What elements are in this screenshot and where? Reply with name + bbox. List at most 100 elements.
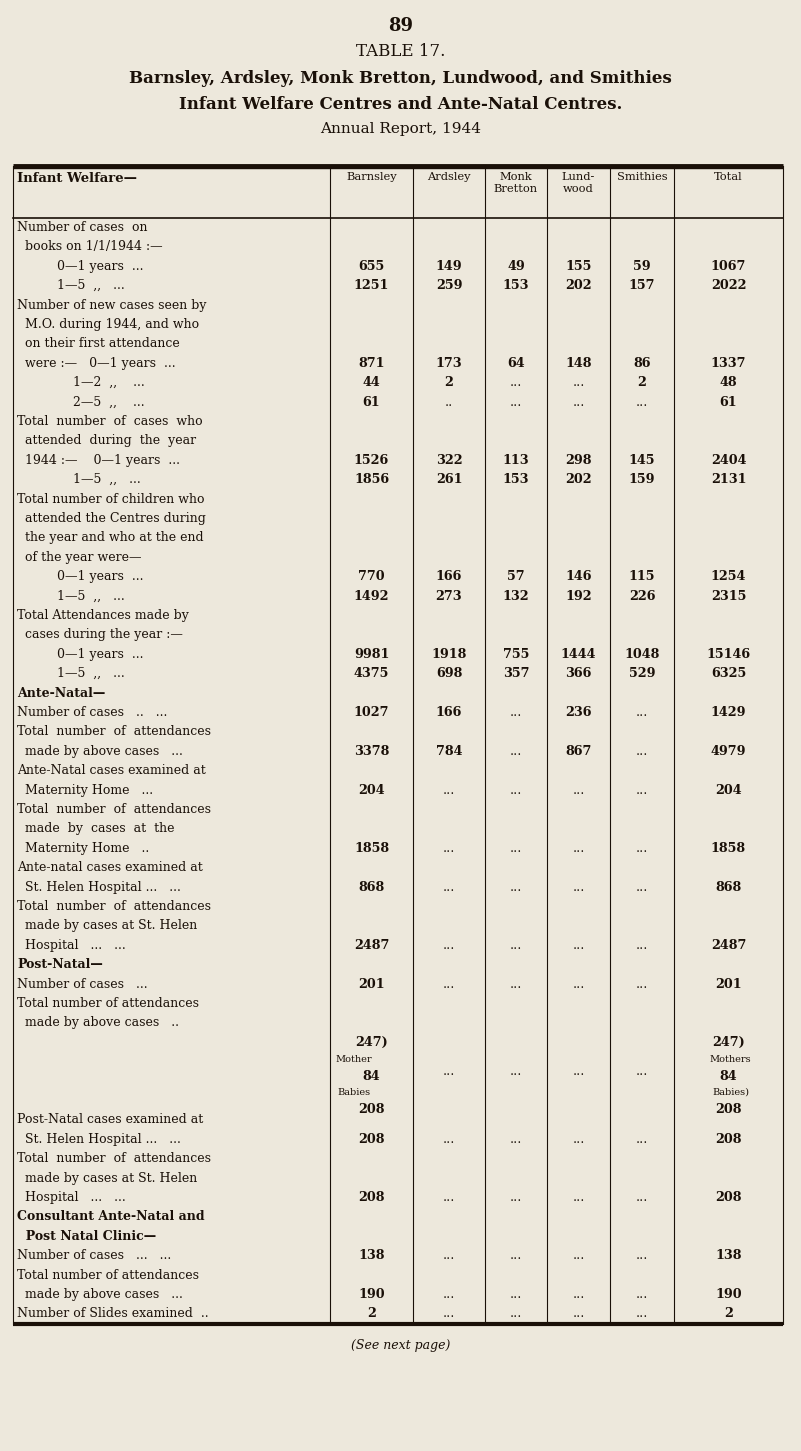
Text: ...: ...: [636, 1133, 648, 1146]
Text: 1492: 1492: [354, 589, 389, 602]
Text: ...: ...: [572, 1249, 585, 1262]
Text: 2315: 2315: [710, 589, 747, 602]
Text: Lund-
wood: Lund- wood: [562, 173, 595, 194]
Text: 868: 868: [358, 881, 384, 894]
Text: Total: Total: [714, 173, 743, 181]
Text: 190: 190: [358, 1288, 384, 1302]
Text: 247): 247): [355, 1036, 388, 1049]
Text: 871: 871: [358, 357, 384, 370]
Text: ...: ...: [509, 842, 522, 855]
Text: 2022: 2022: [710, 279, 747, 292]
Text: Smithies: Smithies: [617, 173, 667, 181]
Text: 322: 322: [436, 454, 462, 467]
Text: ...: ...: [443, 842, 455, 855]
Text: made by above cases   ..: made by above cases ..: [17, 1016, 179, 1029]
Text: cases during the year :—: cases during the year :—: [17, 628, 183, 641]
Text: 64: 64: [507, 357, 525, 370]
Text: 208: 208: [358, 1103, 384, 1116]
Text: Ante-Natal cases examined at: Ante-Natal cases examined at: [17, 765, 206, 778]
Text: ...: ...: [572, 1133, 585, 1146]
Text: 1918: 1918: [431, 647, 467, 660]
Text: 247): 247): [712, 1036, 745, 1049]
Text: Total Attendances made by: Total Attendances made by: [17, 609, 189, 622]
Text: Hospital   ...   ...: Hospital ... ...: [17, 939, 126, 952]
Text: ...: ...: [572, 376, 585, 389]
Text: 166: 166: [436, 707, 462, 720]
Text: (See next page): (See next page): [351, 1339, 450, 1352]
Text: 1027: 1027: [354, 707, 389, 720]
Text: ...: ...: [443, 1288, 455, 1302]
Text: Post-Natal cases examined at: Post-Natal cases examined at: [17, 1113, 203, 1126]
Text: ...: ...: [572, 881, 585, 894]
Text: Total number of attendances: Total number of attendances: [17, 997, 199, 1010]
Text: Number of cases  on: Number of cases on: [17, 221, 147, 234]
Text: 84: 84: [719, 1071, 737, 1084]
Text: 89: 89: [388, 17, 413, 35]
Text: 1337: 1337: [710, 357, 747, 370]
Text: 4375: 4375: [354, 667, 389, 681]
Text: Ante-Natal—: Ante-Natal—: [17, 686, 105, 699]
Text: 868: 868: [715, 881, 742, 894]
Text: Total  number  of  attendances: Total number of attendances: [17, 900, 211, 913]
Text: 357: 357: [503, 667, 529, 681]
Text: Monk
Bretton: Monk Bretton: [494, 173, 538, 194]
Text: 1251: 1251: [354, 279, 389, 292]
Text: 59: 59: [633, 260, 650, 273]
Text: 3378: 3378: [354, 744, 389, 757]
Text: 2: 2: [445, 376, 453, 389]
Text: ...: ...: [509, 1288, 522, 1302]
Text: Total number of children who: Total number of children who: [17, 492, 204, 505]
Text: Number of new cases seen by: Number of new cases seen by: [17, 299, 207, 312]
Text: 1—2  ,,    ...: 1—2 ,, ...: [17, 376, 145, 389]
Text: 1—5  ,,   ...: 1—5 ,, ...: [17, 279, 125, 292]
Text: 867: 867: [566, 744, 592, 757]
Text: Babies): Babies): [712, 1088, 749, 1097]
Text: 86: 86: [634, 357, 650, 370]
Text: ...: ...: [509, 1307, 522, 1320]
Text: attended  during  the  year: attended during the year: [17, 434, 196, 447]
Text: ...: ...: [509, 1065, 522, 1078]
Text: Babies: Babies: [337, 1088, 370, 1097]
Text: ...: ...: [572, 939, 585, 952]
Text: ...: ...: [636, 1191, 648, 1204]
Text: 146: 146: [566, 570, 592, 583]
Text: 44: 44: [363, 376, 380, 389]
Text: 1—5  ,,   ...: 1—5 ,, ...: [17, 667, 125, 681]
Text: ...: ...: [636, 842, 648, 855]
Text: ...: ...: [509, 1249, 522, 1262]
Text: Total  number  of  attendances: Total number of attendances: [17, 802, 211, 815]
Text: 201: 201: [358, 978, 384, 991]
Text: Consultant Ante-Natal and: Consultant Ante-Natal and: [17, 1210, 204, 1223]
Text: St. Helen Hospital ...   ...: St. Helen Hospital ... ...: [17, 881, 181, 894]
Text: made by above cases   ...: made by above cases ...: [17, 1288, 183, 1302]
Text: Maternity Home   ...: Maternity Home ...: [17, 784, 153, 797]
Text: 1—5  ,,   ...: 1—5 ,, ...: [17, 473, 141, 486]
Text: of the year were—: of the year were—: [17, 551, 142, 564]
Text: ...: ...: [443, 978, 455, 991]
Text: 157: 157: [629, 279, 655, 292]
Text: 2: 2: [638, 376, 646, 389]
Text: 1858: 1858: [354, 842, 389, 855]
Text: 202: 202: [566, 473, 592, 486]
Text: Annual Report, 1944: Annual Report, 1944: [320, 122, 481, 136]
Text: 57: 57: [507, 570, 525, 583]
Text: 15146: 15146: [706, 647, 751, 660]
Text: 6325: 6325: [710, 667, 746, 681]
Text: Mother: Mother: [335, 1055, 372, 1064]
Text: Post-Natal—: Post-Natal—: [17, 958, 103, 971]
Text: ...: ...: [443, 784, 455, 797]
Text: 153: 153: [503, 473, 529, 486]
Text: Ante-natal cases examined at: Ante-natal cases examined at: [17, 862, 203, 874]
Text: Infant Welfare Centres and Ante-Natal Centres.: Infant Welfare Centres and Ante-Natal Ce…: [179, 96, 622, 113]
Text: ...: ...: [572, 396, 585, 409]
Text: 9981: 9981: [354, 647, 389, 660]
Text: Maternity Home   ..: Maternity Home ..: [17, 842, 149, 855]
Text: ..: ..: [445, 396, 453, 409]
Text: 4979: 4979: [710, 744, 747, 757]
Text: ...: ...: [509, 978, 522, 991]
Text: 1444: 1444: [561, 647, 596, 660]
Text: Total number of attendances: Total number of attendances: [17, 1268, 199, 1281]
Text: 173: 173: [436, 357, 462, 370]
Text: 2: 2: [367, 1307, 376, 1320]
Text: 1254: 1254: [710, 570, 747, 583]
